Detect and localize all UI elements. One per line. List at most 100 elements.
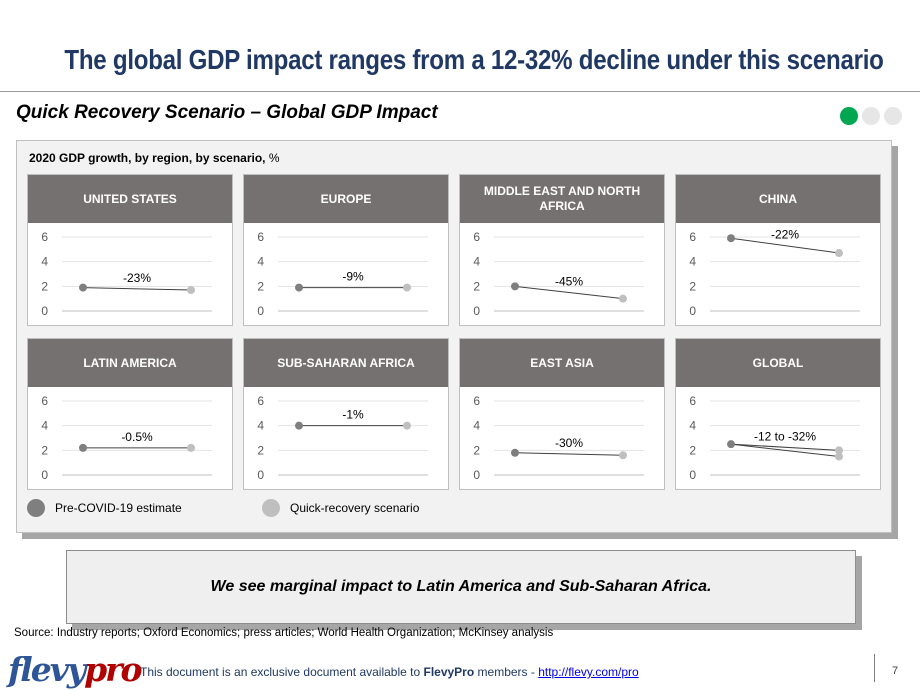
region-chart-card: CHINA 6 4 2 0 -22% <box>675 174 881 326</box>
y-tick-label: 2 <box>689 443 696 457</box>
series-connector-line <box>730 237 840 254</box>
y-tick-label: 6 <box>473 230 480 244</box>
flevypro-link[interactable]: http://flevy.com/pro <box>538 665 639 679</box>
change-annotation: -23% <box>123 271 151 285</box>
series-connector-line <box>730 443 840 457</box>
region-line-chart: 6 4 2 0 -9% <box>257 230 428 318</box>
quick-recovery-point <box>187 443 195 452</box>
progress-dot-active <box>840 107 858 125</box>
pre-covid-point <box>511 448 519 457</box>
region-chart-card: LATIN AMERICA 6 4 2 0 -0.5% <box>27 338 233 490</box>
footer-note: This document is an exclusive document a… <box>140 665 639 679</box>
chart-panel: 2020 GDP growth, by region, by scenario,… <box>16 140 892 533</box>
change-annotation: -1% <box>342 408 364 422</box>
legend-label-quick-recovery: Quick-recovery scenario <box>290 501 420 515</box>
region-chart-title: EUROPE <box>244 175 448 223</box>
y-tick-label: 6 <box>41 230 48 244</box>
y-tick-label: 6 <box>473 394 480 408</box>
y-tick-label: 0 <box>689 468 696 482</box>
y-tick-label: 2 <box>689 279 696 293</box>
y-tick-label: 2 <box>473 443 480 457</box>
region-line-chart: 6 4 2 0 -1% <box>257 394 428 482</box>
y-tick-label: 4 <box>689 255 696 269</box>
y-tick-label: 6 <box>257 230 264 244</box>
y-tick-label: 6 <box>257 394 264 408</box>
page-number: 7 <box>892 665 899 677</box>
y-tick-label: 4 <box>257 419 264 433</box>
quick-recovery-point <box>403 421 411 430</box>
pre-covid-point <box>295 421 303 430</box>
quick-recovery-point <box>835 249 843 258</box>
pre-covid-point <box>727 234 735 243</box>
region-chart-card: MIDDLE EAST AND NORTH AFRICA 6 4 2 0 -45% <box>459 174 665 326</box>
legend-marker-pre-covid <box>27 499 45 517</box>
y-tick-label: 6 <box>689 230 696 244</box>
region-chart-title: GLOBAL <box>676 339 880 387</box>
quick-recovery-point <box>619 294 627 303</box>
region-chart-title: CHINA <box>676 175 880 223</box>
y-tick-label: 2 <box>257 443 264 457</box>
y-tick-label: 4 <box>41 419 48 433</box>
region-chart-title: LATIN AMERICA <box>28 339 232 387</box>
progress-dot <box>862 107 880 125</box>
y-tick-label: 0 <box>473 468 480 482</box>
region-line-chart: 6 4 2 0 -12 to -32% <box>689 394 860 482</box>
y-tick-label: 0 <box>41 468 48 482</box>
pre-covid-point <box>79 283 87 292</box>
flevypro-logo: flevypro <box>8 650 143 689</box>
region-chart-title: SUB-SAHARAN AFRICA <box>244 339 448 387</box>
change-annotation: -45% <box>555 275 583 289</box>
y-tick-label: 4 <box>689 419 696 433</box>
pre-covid-point <box>511 282 519 291</box>
y-tick-label: 2 <box>473 279 480 293</box>
progress-dot <box>884 107 902 125</box>
y-tick-label: 4 <box>257 255 264 269</box>
region-chart-title: MIDDLE EAST AND NORTH AFRICA <box>460 175 664 223</box>
region-chart-card: SUB-SAHARAN AFRICA 6 4 2 0 -1% <box>243 338 449 490</box>
panel-label: 2020 GDP growth, by region, by scenario,… <box>29 151 280 165</box>
change-annotation: -0.5% <box>121 430 153 444</box>
slide-title: The global GDP impact ranges from a 12-3… <box>64 44 884 75</box>
series-connector-line <box>514 285 624 300</box>
series-connector-line <box>514 452 624 456</box>
y-tick-label: 0 <box>689 304 696 318</box>
y-tick-label: 4 <box>473 419 480 433</box>
y-tick-label: 6 <box>689 394 696 408</box>
key-takeaway-callout: We see marginal impact to Latin America … <box>66 550 856 624</box>
slide-subtitle: Quick Recovery Scenario – Global GDP Imp… <box>16 102 438 123</box>
page-divider <box>874 654 875 682</box>
region-chart-card: GLOBAL 6 4 2 0 -12 to -32% <box>675 338 881 490</box>
pre-covid-point <box>79 443 87 452</box>
quick-recovery-point <box>403 283 411 292</box>
y-tick-label: 0 <box>41 304 48 318</box>
quick-recovery-point <box>187 286 195 295</box>
y-tick-label: 0 <box>473 304 480 318</box>
y-tick-label: 0 <box>257 468 264 482</box>
pre-covid-point <box>727 440 735 449</box>
legend-label-pre-covid: Pre-COVID-19 estimate <box>55 501 182 515</box>
pre-covid-point <box>295 283 303 292</box>
y-tick-label: 4 <box>41 255 48 269</box>
y-tick-label: 6 <box>41 394 48 408</box>
quick-recovery-point <box>619 451 627 460</box>
quick-recovery-point <box>835 452 843 461</box>
y-tick-label: 4 <box>473 255 480 269</box>
y-tick-label: 2 <box>41 279 48 293</box>
region-line-chart: 6 4 2 0 -45% <box>473 230 644 318</box>
change-annotation: -9% <box>342 270 364 284</box>
change-annotation: -30% <box>555 436 583 450</box>
quick-recovery-point <box>835 446 843 455</box>
series-connector-line <box>82 287 192 291</box>
change-annotation: -12 to -32% <box>754 429 816 443</box>
y-tick-label: 2 <box>257 279 264 293</box>
title-divider <box>0 91 920 92</box>
region-chart-title: UNITED STATES <box>28 175 232 223</box>
y-tick-label: 2 <box>41 443 48 457</box>
region-chart-card: UNITED STATES 6 4 2 0 -23% <box>27 174 233 326</box>
legend-marker-quick-recovery <box>262 499 280 517</box>
y-tick-label: 0 <box>257 304 264 318</box>
region-line-chart: 6 4 2 0 -0.5% <box>41 394 212 482</box>
source-note: Source: Industry reports; Oxford Economi… <box>14 627 554 639</box>
region-chart-title: EAST ASIA <box>460 339 664 387</box>
region-line-chart: 6 4 2 0 -22% <box>689 228 860 318</box>
